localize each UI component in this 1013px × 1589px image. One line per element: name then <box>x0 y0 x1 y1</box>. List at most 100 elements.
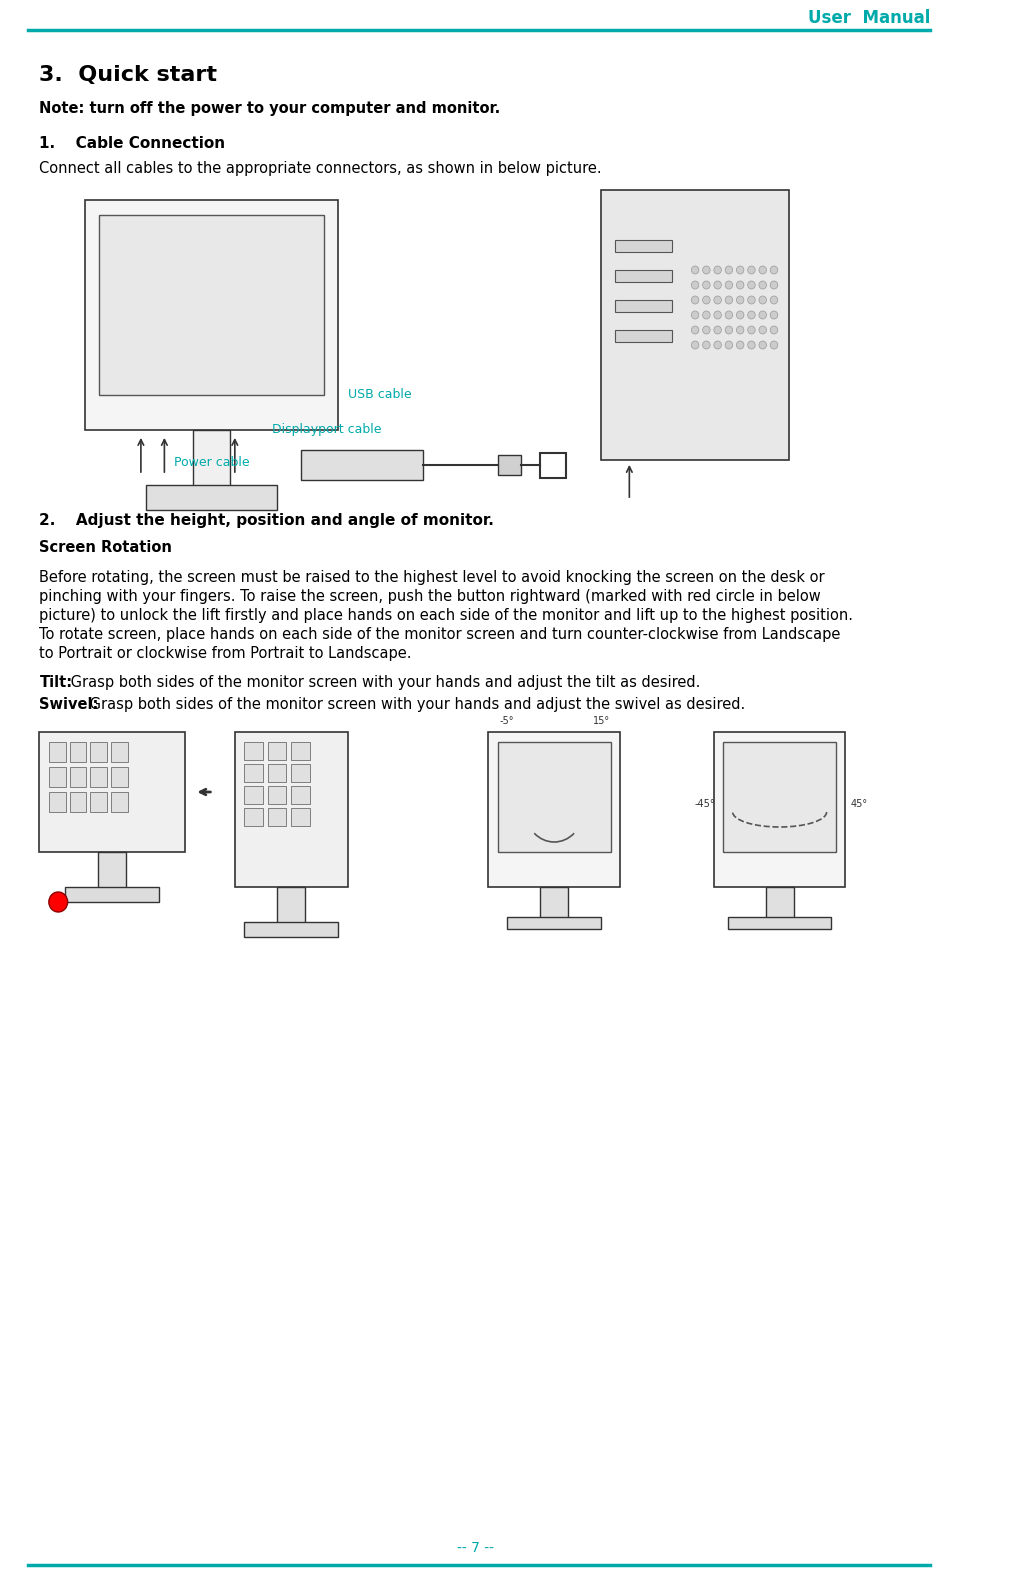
Bar <box>497 454 522 475</box>
Text: Grasp both sides of the monitor screen with your hands and adjust the swivel as : Grasp both sides of the monitor screen w… <box>84 698 745 712</box>
Circle shape <box>703 281 710 289</box>
Bar <box>714 733 846 887</box>
Bar <box>192 431 230 489</box>
Bar <box>244 742 263 760</box>
Circle shape <box>759 296 767 303</box>
Bar <box>615 331 672 342</box>
Bar <box>488 733 620 887</box>
Text: 1.  Cable Connection: 1. Cable Connection <box>40 135 226 151</box>
Circle shape <box>759 311 767 319</box>
Bar <box>615 270 672 281</box>
Bar <box>97 852 126 891</box>
Text: USB cable: USB cable <box>347 388 411 402</box>
Circle shape <box>725 281 732 289</box>
Bar <box>90 791 107 812</box>
Circle shape <box>725 296 732 303</box>
Bar <box>601 191 789 459</box>
Bar <box>70 767 86 787</box>
Bar <box>291 742 310 760</box>
Bar <box>110 767 128 787</box>
Bar <box>728 917 832 930</box>
Text: -5°: -5° <box>500 717 515 726</box>
Bar <box>90 767 107 787</box>
Text: pinching with your fingers. To raise the screen, push the button rightward (mark: pinching with your fingers. To raise the… <box>40 590 822 604</box>
Text: -45°: -45° <box>694 799 715 809</box>
Bar <box>244 807 263 826</box>
Circle shape <box>736 281 744 289</box>
Text: Connect all cables to the appropriate connectors, as shown in below picture.: Connect all cables to the appropriate co… <box>40 160 602 175</box>
Text: 2.  Adjust the height, position and angle of monitor.: 2. Adjust the height, position and angle… <box>40 513 494 528</box>
Circle shape <box>714 265 721 273</box>
Bar <box>70 791 86 812</box>
Bar <box>615 300 672 311</box>
Bar <box>540 887 568 922</box>
Circle shape <box>736 342 744 350</box>
Bar <box>244 764 263 782</box>
Bar <box>49 767 66 787</box>
Circle shape <box>759 265 767 273</box>
Text: 15°: 15° <box>593 717 610 726</box>
Text: Grasp both sides of the monitor screen with your hands and adjust the tilt as de: Grasp both sides of the monitor screen w… <box>66 675 700 690</box>
Circle shape <box>703 296 710 303</box>
Circle shape <box>714 296 721 303</box>
Bar <box>110 791 128 812</box>
Circle shape <box>691 311 699 319</box>
Bar <box>146 485 278 510</box>
Bar <box>90 742 107 763</box>
Bar <box>267 807 287 826</box>
Circle shape <box>770 311 778 319</box>
Bar <box>497 742 611 852</box>
Circle shape <box>703 342 710 350</box>
Bar <box>267 764 287 782</box>
Circle shape <box>748 281 756 289</box>
Circle shape <box>770 342 778 350</box>
Circle shape <box>748 342 756 350</box>
Bar <box>235 733 347 887</box>
Text: Power cable: Power cable <box>174 456 249 469</box>
Circle shape <box>759 342 767 350</box>
Bar <box>291 807 310 826</box>
Circle shape <box>725 342 732 350</box>
Circle shape <box>691 281 699 289</box>
Circle shape <box>691 265 699 273</box>
Circle shape <box>714 326 721 334</box>
Text: Note: turn off the power to your computer and monitor.: Note: turn off the power to your compute… <box>40 100 500 116</box>
Text: User  Manual: User Manual <box>807 10 930 27</box>
Circle shape <box>759 281 767 289</box>
Bar <box>301 450 422 480</box>
Bar <box>766 887 794 922</box>
Bar <box>278 887 305 926</box>
Bar <box>244 922 338 938</box>
Bar <box>49 791 66 812</box>
Circle shape <box>714 342 721 350</box>
Bar <box>267 742 287 760</box>
Bar <box>244 787 263 804</box>
Circle shape <box>736 296 744 303</box>
Circle shape <box>714 311 721 319</box>
Bar <box>723 742 836 852</box>
Text: 3.  Quick start: 3. Quick start <box>40 65 218 84</box>
Circle shape <box>725 326 732 334</box>
Text: Tilt:: Tilt: <box>40 675 73 690</box>
Bar <box>540 453 566 478</box>
Circle shape <box>770 265 778 273</box>
Circle shape <box>714 281 721 289</box>
Circle shape <box>691 326 699 334</box>
Text: -- 7 --: -- 7 -- <box>457 1541 493 1556</box>
Bar <box>291 787 310 804</box>
Text: Displayport cable: Displayport cable <box>272 424 382 437</box>
Circle shape <box>725 265 732 273</box>
Text: to Portrait or clockwise from Portrait to Landscape.: to Portrait or clockwise from Portrait t… <box>40 647 412 661</box>
Bar <box>291 764 310 782</box>
Text: Swivel:: Swivel: <box>40 698 99 712</box>
Bar <box>508 917 601 930</box>
Circle shape <box>703 311 710 319</box>
Bar <box>84 200 338 431</box>
Bar <box>267 787 287 804</box>
Circle shape <box>49 891 68 912</box>
Circle shape <box>691 342 699 350</box>
Circle shape <box>703 265 710 273</box>
Text: picture) to unlock the lift firstly and place hands on each side of the monitor : picture) to unlock the lift firstly and … <box>40 609 853 623</box>
Circle shape <box>770 326 778 334</box>
Text: Screen Rotation: Screen Rotation <box>40 540 172 556</box>
